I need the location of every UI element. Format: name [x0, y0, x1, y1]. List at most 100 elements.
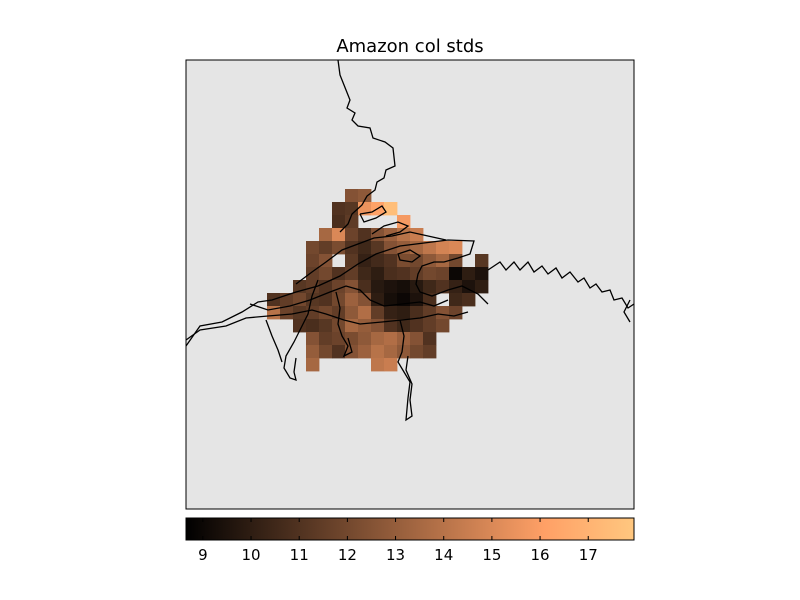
colorbar-tick-label: 16 — [531, 546, 550, 564]
heatmap-cell-r9-c8 — [358, 306, 372, 320]
heatmap-cell-r8-c9 — [371, 293, 385, 307]
river-east-inner — [623, 299, 631, 323]
heatmap-cell-r8-c4 — [306, 293, 320, 307]
heatmap-cell-r9-c5 — [319, 306, 333, 320]
heatmap-cell-r2-c6 — [332, 215, 346, 229]
heatmap-cell-r12-c10 — [384, 345, 398, 359]
heatmap-cell-r6-c16 — [462, 267, 476, 281]
heatmap-cell-r3-c6 — [332, 228, 346, 242]
colorbar-frame — [185, 517, 635, 541]
heatmap-cell-r9-c11 — [397, 306, 411, 320]
heatmap-cell-r6-c4 — [306, 267, 320, 281]
river-main-channel — [186, 239, 489, 347]
heatmap-cell-r5-c12 — [410, 254, 424, 268]
heatmap-cell-r11-c7 — [345, 332, 359, 346]
heatmap-cell-r0-c8 — [358, 189, 372, 203]
river-upper-bank — [295, 231, 447, 285]
colorbar-tick-label: 13 — [386, 546, 405, 564]
heatmap-cell-r7-c15 — [449, 280, 463, 294]
heatmap-cell-r12-c9 — [371, 345, 385, 359]
heatmap-cell-r11-c5 — [319, 332, 333, 346]
tributary-left-loop — [265, 319, 283, 363]
tributary-south — [397, 319, 413, 422]
heatmap-cell-r10-c5 — [319, 319, 333, 333]
heatmap-cell-r1-c10 — [384, 202, 398, 216]
heatmap-cell-r8-c16 — [462, 293, 476, 307]
heatmap-cell-r9-c2 — [280, 306, 294, 320]
heatmap-cell-r3-c5 — [319, 228, 333, 242]
heatmap-cell-r7-c9 — [371, 280, 385, 294]
heatmap-cell-r9-c6 — [332, 306, 346, 320]
island-center — [397, 249, 422, 263]
heatmap-cell-r4-c7 — [345, 241, 359, 255]
heatmap-cell-r6-c5 — [319, 267, 333, 281]
heatmap-cell-r7-c11 — [397, 280, 411, 294]
heatmap-cell-r8-c12 — [410, 293, 424, 307]
heatmap-cell-r8-c13 — [423, 293, 437, 307]
heatmap-cell-r6-c6 — [332, 267, 346, 281]
heatmap-cell-r0-c7 — [345, 189, 359, 203]
river-inner-channel — [249, 285, 449, 311]
island-north — [359, 205, 387, 223]
heatmap-cell-r8-c15 — [449, 293, 463, 307]
heatmap-cell-r9-c15 — [449, 306, 463, 320]
heatmap-cell-r12-c6 — [332, 345, 346, 359]
heatmap-cell-r8-c8 — [358, 293, 372, 307]
heatmap-cell-r8-c7 — [345, 293, 359, 307]
heatmap-cell-r7-c7 — [345, 280, 359, 294]
colorbar-tick-label: 15 — [482, 546, 501, 564]
channel-north-loop — [371, 221, 410, 237]
heatmap-cell-r11-c4 — [306, 332, 320, 346]
heatmap-cell-r10-c8 — [358, 319, 372, 333]
heatmap-cell-r6-c15 — [449, 267, 463, 281]
heatmap-cells — [267, 189, 489, 372]
heatmap-cell-r6-c13 — [423, 267, 437, 281]
heatmap-cell-r12-c12 — [410, 345, 424, 359]
heatmap-cell-r8-c10 — [384, 293, 398, 307]
heatmap-cell-r5-c14 — [436, 254, 450, 268]
map-frame — [185, 59, 635, 510]
heatmap-cell-r6-c8 — [358, 267, 372, 281]
river-lower-bank — [186, 309, 469, 341]
heatmap-cell-r6-c9 — [371, 267, 385, 281]
tributary-central — [335, 291, 353, 358]
colorbar-tick-label: 11 — [290, 546, 309, 564]
colorbar: 9 10 11 12 13 14 15 16 17 — [185, 517, 635, 564]
colorbar-tick-label: 17 — [579, 546, 598, 564]
heatmap-cell-r7-c16 — [462, 280, 476, 294]
coastline-north — [337, 60, 396, 233]
heatmap-cell-r11-c9 — [371, 332, 385, 346]
heatmap-cell-r4-c6 — [332, 241, 346, 255]
colorbar-tick-label: 14 — [434, 546, 453, 564]
heatmap-cell-r4-c8 — [358, 241, 372, 255]
heatmap-cell-r12-c5 — [319, 345, 333, 359]
heatmap-cell-r10-c4 — [306, 319, 320, 333]
river-east-reach — [487, 260, 634, 309]
heatmap-cell-r5-c17 — [475, 254, 489, 268]
heatmap-cell-r9-c12 — [410, 306, 424, 320]
heatmap-cell-r4-c5 — [319, 241, 333, 255]
heatmap-cell-r10-c13 — [423, 319, 437, 333]
heatmap-cell-r12-c13 — [423, 345, 437, 359]
heatmap-cell-r3-c12 — [410, 228, 424, 242]
colorbar-tick-label: 12 — [338, 546, 357, 564]
heatmap-cell-r3-c8 — [358, 228, 372, 242]
heatmap-cell-r7-c13 — [423, 280, 437, 294]
heatmap-cell-r6-c14 — [436, 267, 450, 281]
heatmap-cell-r11-c10 — [384, 332, 398, 346]
heatmap-cell-r13-c10 — [384, 358, 398, 372]
heatmap-cell-r9-c9 — [371, 306, 385, 320]
heatmap-cell-r11-c8 — [358, 332, 372, 346]
heatmap-cell-r8-c6 — [332, 293, 346, 307]
heatmap-cell-r9-c10 — [384, 306, 398, 320]
heatmap-cell-r3-c7 — [345, 228, 359, 242]
heatmap-cell-r5-c4 — [306, 254, 320, 268]
heatmap-cell-r7-c10 — [384, 280, 398, 294]
heatmap-cell-r10-c14 — [436, 319, 450, 333]
heatmap-cell-r7-c17 — [475, 280, 489, 294]
heatmap-cell-r2-c7 — [345, 215, 359, 229]
heatmap-cell-r9-c14 — [436, 306, 450, 320]
heatmap-cell-r12-c8 — [358, 345, 372, 359]
heatmap-cell-r6-c17 — [475, 267, 489, 281]
heatmap-cell-r10-c9 — [371, 319, 385, 333]
